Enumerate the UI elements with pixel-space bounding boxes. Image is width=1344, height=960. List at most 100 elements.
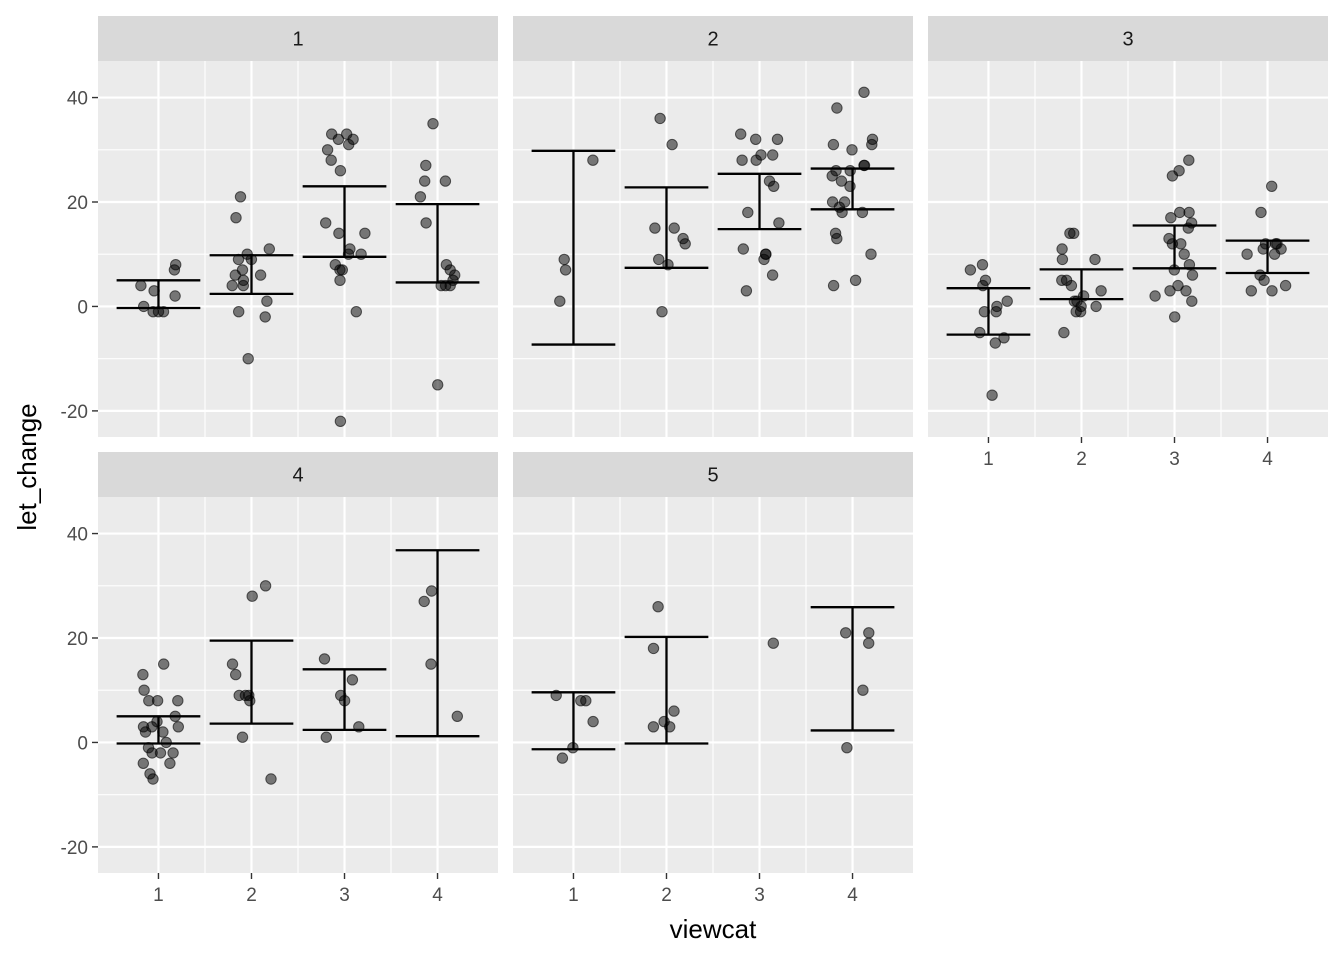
data-point — [419, 175, 431, 187]
error-bar — [302, 185, 387, 258]
data-point — [259, 580, 272, 592]
data-point — [666, 138, 678, 151]
facet-panel-5: 5 — [513, 452, 913, 873]
data-point — [857, 684, 869, 696]
data-point — [767, 149, 779, 161]
data-point — [321, 144, 334, 156]
data-point — [336, 264, 348, 276]
data-point — [736, 154, 748, 166]
data-point — [418, 595, 430, 608]
data-point — [425, 585, 438, 597]
data-point — [974, 326, 986, 339]
x-tick-label: 1 — [568, 885, 579, 906]
data-point — [556, 752, 569, 764]
data-point — [558, 253, 570, 266]
facet-panel-2: 2 — [513, 16, 913, 437]
data-point — [158, 658, 170, 670]
data-point — [1245, 285, 1258, 297]
data-point — [254, 269, 267, 281]
data-point — [432, 379, 444, 391]
data-point — [359, 227, 371, 240]
data-point — [1183, 206, 1195, 219]
data-point — [587, 715, 599, 728]
data-point — [244, 695, 256, 707]
data-point — [740, 285, 753, 297]
x-axes: 1 2 3 4 1 2 3 4 1 2 3 4 — [153, 437, 1273, 906]
data-point — [831, 232, 843, 245]
error-bar — [531, 691, 616, 751]
data-point — [656, 306, 668, 318]
data-point — [263, 243, 275, 255]
y-axes: -20 0 20 40 -20 0 20 40 — [61, 89, 98, 859]
data-point — [1165, 212, 1177, 224]
data-point — [1090, 300, 1102, 313]
data-point — [1266, 180, 1278, 193]
y-tick-label: 20 — [67, 629, 88, 650]
x-tick-label: 2 — [661, 885, 672, 906]
data-point — [139, 726, 152, 738]
facet-strip-label: 5 — [707, 465, 718, 487]
y-axis-row-2: -20 0 20 40 — [61, 525, 98, 859]
data-point — [350, 306, 362, 318]
data-point — [1068, 227, 1080, 240]
data-point — [242, 353, 254, 365]
y-axis-row-1: -20 0 20 40 — [61, 89, 98, 423]
data-point — [1056, 253, 1069, 266]
data-point — [414, 191, 427, 203]
data-point — [334, 165, 347, 177]
data-point — [679, 238, 691, 250]
data-point — [170, 259, 182, 271]
data-point — [226, 658, 239, 670]
data-point — [742, 206, 754, 219]
error-bars — [531, 149, 895, 346]
facet-panels: 1 2 3 4 5 — [98, 16, 1328, 873]
data-point — [332, 133, 345, 146]
data-point — [846, 144, 858, 156]
data-point — [758, 253, 770, 266]
data-point — [1186, 295, 1198, 307]
facet-strip-label: 1 — [292, 29, 303, 51]
data-point — [771, 133, 784, 146]
x-axis-title: viewcat — [670, 914, 757, 944]
facet-panel-4: 4 — [98, 452, 498, 873]
x-tick-label: 1 — [983, 449, 994, 470]
x-tick-label: 3 — [1169, 449, 1180, 470]
data-point — [840, 627, 852, 639]
data-point — [1172, 279, 1184, 292]
facet-strip — [98, 452, 498, 497]
facet-strip — [513, 16, 913, 61]
data-point — [587, 154, 599, 166]
data-point — [146, 747, 158, 759]
data-point — [737, 243, 749, 255]
data-point — [325, 154, 337, 166]
data-point — [1070, 306, 1082, 318]
data-point — [668, 705, 680, 717]
error-bars — [531, 606, 895, 751]
y-tick-label: -20 — [61, 402, 88, 423]
error-bar — [810, 606, 895, 732]
data-point — [649, 222, 661, 234]
data-point — [986, 389, 998, 401]
x-axis-facet-5: 1 2 3 4 — [568, 873, 858, 906]
data-point — [137, 757, 150, 769]
data-point — [1174, 206, 1186, 219]
error-bar — [209, 639, 294, 725]
data-point — [1241, 248, 1253, 260]
y-tick-label: 40 — [67, 525, 88, 546]
data-point — [167, 747, 179, 759]
data-point — [989, 337, 1001, 349]
data-point — [265, 773, 277, 785]
data-point — [866, 138, 878, 151]
data-point — [750, 133, 762, 146]
error-bar — [395, 202, 480, 284]
data-point — [668, 222, 680, 234]
data-point — [1149, 290, 1161, 302]
data-point — [1178, 248, 1190, 260]
facet-strip — [928, 16, 1328, 61]
data-point — [1279, 279, 1292, 292]
data-point — [420, 217, 432, 229]
data-point — [766, 269, 779, 281]
error-bar — [1132, 224, 1217, 270]
data-point — [172, 721, 185, 733]
data-point — [1180, 285, 1192, 297]
